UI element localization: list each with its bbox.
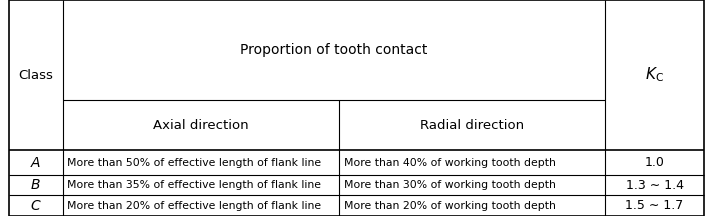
Text: More than 35% of effective length of flank line: More than 35% of effective length of fla… — [67, 180, 321, 190]
Text: Axial direction: Axial direction — [153, 119, 249, 132]
Text: C: C — [31, 199, 41, 213]
Text: More than 20% of effective length of flank line: More than 20% of effective length of fla… — [67, 201, 321, 211]
Text: Class: Class — [19, 68, 53, 82]
Text: 1.3 ∼ 1.4: 1.3 ∼ 1.4 — [625, 179, 684, 192]
Text: 1.5 ∼ 1.7: 1.5 ∼ 1.7 — [625, 199, 684, 212]
Text: Proportion of tooth contact: Proportion of tooth contact — [240, 43, 427, 57]
Text: B: B — [31, 178, 41, 192]
Text: More than 50% of effective length of flank line: More than 50% of effective length of fla… — [67, 157, 321, 168]
Text: More than 30% of working tooth depth: More than 30% of working tooth depth — [344, 180, 555, 190]
Text: Radial direction: Radial direction — [420, 119, 524, 132]
Text: More than 40% of working tooth depth: More than 40% of working tooth depth — [344, 157, 555, 168]
Text: $\mathit{K}_\mathrm{C}$: $\mathit{K}_\mathrm{C}$ — [645, 66, 664, 84]
Text: A: A — [31, 156, 41, 170]
Text: 1.0: 1.0 — [645, 156, 665, 169]
Text: More than 20% of working tooth depth: More than 20% of working tooth depth — [344, 201, 555, 211]
